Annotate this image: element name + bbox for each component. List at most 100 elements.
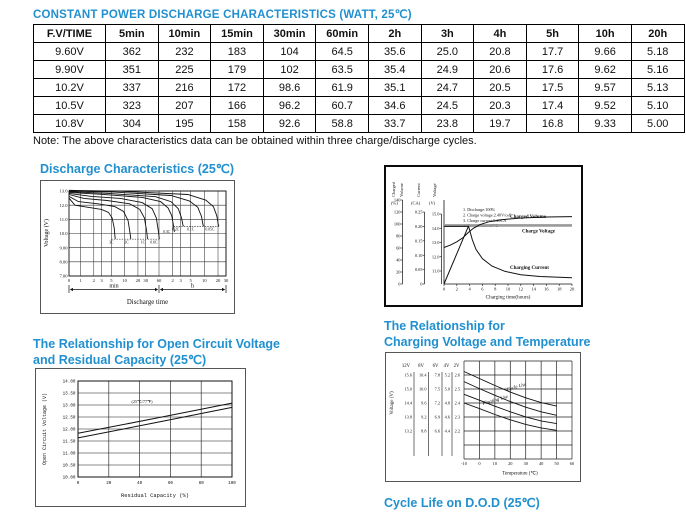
cell: 9.60V <box>33 42 106 61</box>
y-tick: 13.0 <box>432 240 440 245</box>
header-cell: F.V/TIME <box>33 24 106 43</box>
y-tick: 10.0 <box>59 231 68 236</box>
cell: 19.7 <box>473 114 527 133</box>
y-tick: 0 <box>398 282 401 287</box>
curve-label: 0.2C <box>172 228 180 232</box>
y-tick: 20 <box>396 270 401 275</box>
x-tick: 10 <box>493 461 498 466</box>
y-tick: 5.0 <box>445 387 450 392</box>
y-tick: 10.0 <box>419 387 427 392</box>
table-row: 9.60V 362 232 183 104 64.5 35.6 25.0 20.8 17.7 9.6… <box>33 42 685 61</box>
y-tick: 13.0 <box>59 189 68 194</box>
cell: 351 <box>105 60 159 79</box>
cell: 9.33 <box>578 114 632 133</box>
curve-label: 2C <box>124 240 129 244</box>
temp-title-line1: The Relationship for <box>384 319 505 333</box>
x-tick: 20 <box>136 278 141 283</box>
header-cell: 10min <box>157 24 212 43</box>
x-tick: 1 <box>79 278 82 283</box>
band-label: Cycle Use <box>506 382 528 393</box>
cell: 98.6 <box>262 78 317 97</box>
x-axis-label: Charging time(hours) <box>486 294 531 301</box>
cell: 17.6 <box>525 60 580 79</box>
x-axis-label: Residual Capacity (%) <box>121 493 189 499</box>
y-tick: 13.8 <box>404 415 412 420</box>
y-tick: 7.5 <box>435 387 440 392</box>
curve-label: 1C <box>141 240 146 244</box>
cell: 20.8 <box>473 42 527 61</box>
y-tick: 14.00 <box>63 380 76 385</box>
y-axis-label: Voltage (V) <box>390 391 395 415</box>
y-tick: 5.2 <box>445 373 450 378</box>
cell: 9.66 <box>578 42 632 61</box>
x-tick: 12 <box>519 287 524 292</box>
y-tick: 15.0 <box>404 387 412 392</box>
cell: 25.0 <box>420 42 475 61</box>
cell: 5.10 <box>630 96 685 115</box>
y-tick: 11.0 <box>60 217 69 222</box>
cell: 10.8V <box>33 114 106 133</box>
y-tick: 9.2 <box>421 415 426 420</box>
y-tick: 8.8 <box>421 429 426 434</box>
y-tick: 120 <box>394 210 401 215</box>
cell: 183 <box>210 42 264 61</box>
y-tick: 11.00 <box>63 452 76 457</box>
axis-unit: (%) <box>391 201 398 206</box>
cell: 20.6 <box>473 60 527 79</box>
header-cell: 15min <box>210 24 264 43</box>
y-tick: 0.20 <box>415 224 423 229</box>
x-axis-label: Discharge time <box>127 299 168 306</box>
cell: 232 <box>157 42 212 61</box>
x-tick: 3 <box>179 278 182 283</box>
cell: 16.8 <box>525 114 580 133</box>
cell: 158 <box>210 114 264 133</box>
cell: 64.5 <box>315 42 369 61</box>
y-tick: 12.00 <box>63 428 76 433</box>
header-cell: 5h <box>525 24 580 43</box>
table-row: 10.2V 337 216 172 98.6 61.9 35.1 24.7 20.5 17.5 9.… <box>33 78 685 97</box>
cell: 216 <box>157 78 212 97</box>
charging-voltage-temperature-chart: 12V 15.6 15.0 14.4 13.8 13.2 8V 10.4 10.0 9.6 9.2 8… <box>385 352 581 482</box>
x-tick: 60 <box>157 278 162 283</box>
x-tick: 5 <box>190 278 193 283</box>
table-note: Note: The above characteristics data can… <box>33 135 477 147</box>
x-tick: -10 <box>461 461 468 466</box>
ocv-title-line1: The Relationship for Open Circuit Voltag… <box>33 337 281 351</box>
y-tick: 14.0 <box>432 226 440 231</box>
temp-title-line2: Charging Voltage and Temperature <box>384 335 591 349</box>
curve-label: 0.1C <box>187 228 195 232</box>
y-tick: 12.0 <box>59 203 68 208</box>
table-row: 9.90V 351 225 179 102 63.5 35.4 24.9 20.6 17.6 9.6… <box>33 60 685 79</box>
curve-label: 0.6C <box>150 240 158 244</box>
y-tick: 2.5 <box>455 387 460 392</box>
condition-line: 3. Charge current:0.20CA <box>463 218 506 223</box>
y-axis-label: Voltage (V) <box>43 219 50 247</box>
x-section-label: min <box>109 283 118 289</box>
y-tick: 11.0 <box>432 269 440 274</box>
x-tick: 80 <box>199 481 205 486</box>
y-tick: 10.50 <box>63 464 76 469</box>
scale-header: 12V <box>402 364 411 369</box>
cell: 35.4 <box>367 60 422 79</box>
y-tick: 14.4 <box>404 401 412 406</box>
y-tick: 60 <box>396 246 401 251</box>
cell: 58.8 <box>315 114 369 133</box>
x-tick: 10 <box>202 278 207 283</box>
cell: 195 <box>157 114 212 133</box>
y-tick: 4.4 <box>445 429 451 434</box>
y-tick: 7.00 <box>59 274 68 279</box>
y-tick: 10.4 <box>419 373 427 378</box>
cell: 5.18 <box>630 42 685 61</box>
x-tick: 0 <box>77 481 80 486</box>
scale-header: 8V <box>418 364 424 369</box>
cell: 33.7 <box>367 114 422 133</box>
y-tick: 12.50 <box>63 416 76 421</box>
cell: 60.7 <box>315 96 369 115</box>
temp-chart-title: The Relationship for Charging Voltage an… <box>384 318 591 350</box>
y-tick: 2.2 <box>455 429 460 434</box>
curve-label: Charge Voltage <box>522 230 556 235</box>
x-tick: 0 <box>478 461 481 466</box>
y-tick: 8.00 <box>59 259 68 264</box>
cell: 34.6 <box>367 96 422 115</box>
